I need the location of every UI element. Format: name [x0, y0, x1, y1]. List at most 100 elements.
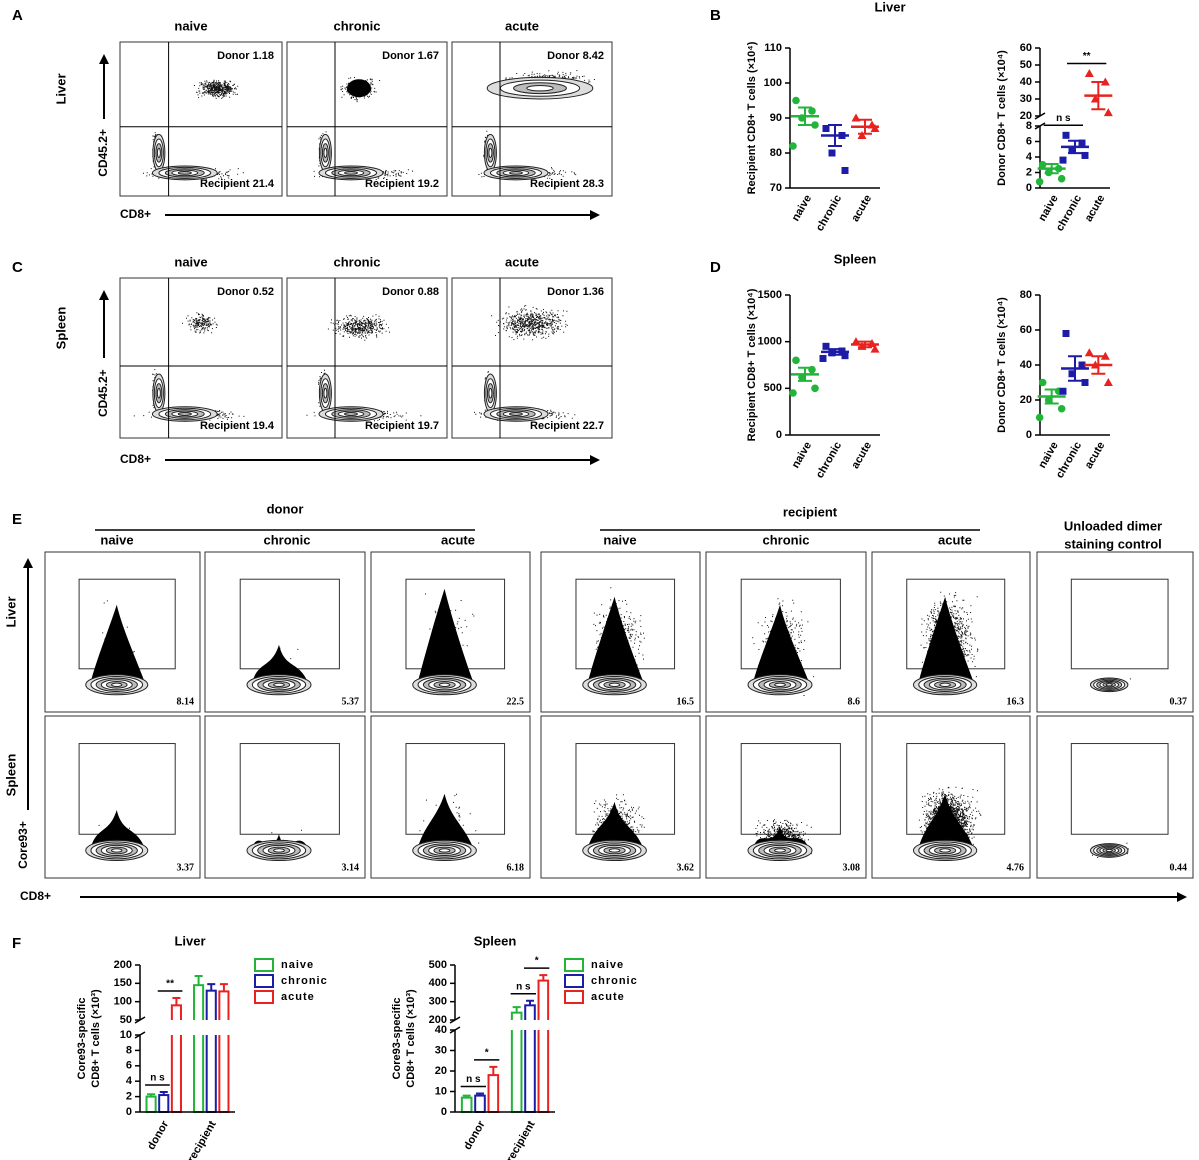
point [1078, 139, 1086, 147]
y-tick-label: 40 [1020, 76, 1032, 88]
axis-gap [452, 1020, 555, 1030]
contour [608, 682, 621, 687]
point [1035, 178, 1044, 186]
gate-value: 8.6 [848, 696, 861, 707]
y-tick-label: 30 [435, 1044, 447, 1056]
error-bar [476, 1092, 484, 1096]
bar [487, 1074, 500, 1113]
contour [608, 848, 621, 853]
column-title: Unloaded dimer [1064, 518, 1162, 533]
y-tick-label: 20 [435, 1065, 447, 1077]
significance: n s [466, 1074, 481, 1085]
dense-region [917, 596, 975, 685]
contour [1105, 848, 1113, 853]
y-tick-label: 150 [114, 977, 132, 989]
legend-label: naive [281, 959, 314, 971]
arrow-head [590, 455, 600, 465]
point [1057, 174, 1066, 183]
axis-label: Donor CD8+ T cells (×10⁴) [996, 297, 1008, 433]
event-dots [182, 312, 218, 334]
contour [273, 848, 285, 853]
point [1035, 413, 1044, 422]
point [789, 389, 797, 397]
dense-region [89, 809, 146, 851]
legend-swatch [254, 974, 274, 988]
significance: ** [1083, 51, 1091, 62]
error-bar [147, 1093, 156, 1097]
axis-label: CD8+ T cells (×10³) [405, 989, 417, 1088]
axis-label: CD8+ [120, 207, 151, 221]
error-bar [512, 1006, 521, 1013]
error-bar [1068, 139, 1082, 155]
gate [239, 743, 340, 835]
contour [111, 682, 123, 687]
point [1044, 396, 1053, 404]
error-bar [858, 118, 872, 135]
arrow-head [99, 290, 109, 300]
axis-label: CD45.2+ [96, 129, 110, 177]
dense-region [587, 596, 645, 685]
quadrant-value: Donor 0.52 [217, 286, 274, 298]
dense-region [917, 793, 975, 851]
point [1068, 145, 1076, 153]
gate-value: 5.37 [342, 696, 360, 707]
column-title: chronic [334, 18, 381, 33]
column-title: naive [100, 532, 133, 547]
y-tick-label: 90 [770, 112, 782, 124]
contour [323, 147, 328, 159]
gate-value: 3.62 [677, 862, 695, 873]
dense-region [587, 801, 645, 851]
point [792, 96, 800, 105]
bar [218, 990, 230, 1114]
contour [438, 848, 451, 853]
error-bar [207, 983, 216, 991]
gate [1070, 743, 1169, 835]
gate-value: 3.08 [843, 862, 861, 873]
panel-letter: A [12, 7, 23, 24]
point [1059, 156, 1067, 164]
bar [474, 1094, 486, 1113]
error-bar [526, 999, 534, 1006]
y-tick-label: 0 [1026, 182, 1032, 194]
error-bar [828, 348, 842, 356]
dense-region [251, 644, 309, 685]
column-title: chronic [334, 254, 381, 269]
quadrant-value: Donor 0.88 [382, 286, 439, 298]
row-label: Liver [3, 596, 18, 627]
y-tick-label: 50 [1020, 59, 1032, 71]
error-bar [1091, 81, 1106, 111]
y-tick-label: 1500 [758, 289, 782, 301]
y-tick-label: 100 [114, 996, 132, 1008]
gate-value: 0.37 [1170, 696, 1188, 707]
quadrant-value: Donor 1.36 [547, 286, 604, 298]
error-bar [219, 983, 228, 992]
y-tick-label: 300 [429, 996, 447, 1008]
panel-title: Liver [874, 0, 905, 14]
contour [323, 387, 328, 399]
quadrant-value: Recipient 21.4 [200, 178, 275, 190]
contour [509, 171, 523, 175]
error-bar [462, 1094, 471, 1098]
y-tick-label: 6 [126, 1060, 132, 1072]
point [841, 352, 849, 360]
gate-value: 8.14 [177, 696, 195, 707]
column-title: acute [505, 254, 539, 269]
point [808, 107, 816, 115]
gate-value: 16.3 [1007, 696, 1025, 707]
dense-region [89, 604, 146, 685]
legend-swatch [564, 990, 584, 1004]
contour [939, 682, 951, 687]
gate-value: 16.5 [677, 696, 695, 707]
axis-label: Recipient CD8+ T cells (×10⁴) [746, 41, 758, 194]
axis-label: CD8+ T cells (×10³) [90, 989, 102, 1088]
y-tick-label: 70 [770, 182, 782, 194]
quadrant-value: Recipient 19.4 [200, 420, 275, 432]
contour [111, 848, 123, 853]
error-bar [194, 975, 203, 986]
column-title: acute [505, 18, 539, 33]
point [1062, 330, 1070, 337]
point [1059, 387, 1067, 395]
point [792, 356, 800, 365]
axis-label: CD8+ [120, 452, 151, 466]
point [822, 125, 830, 132]
